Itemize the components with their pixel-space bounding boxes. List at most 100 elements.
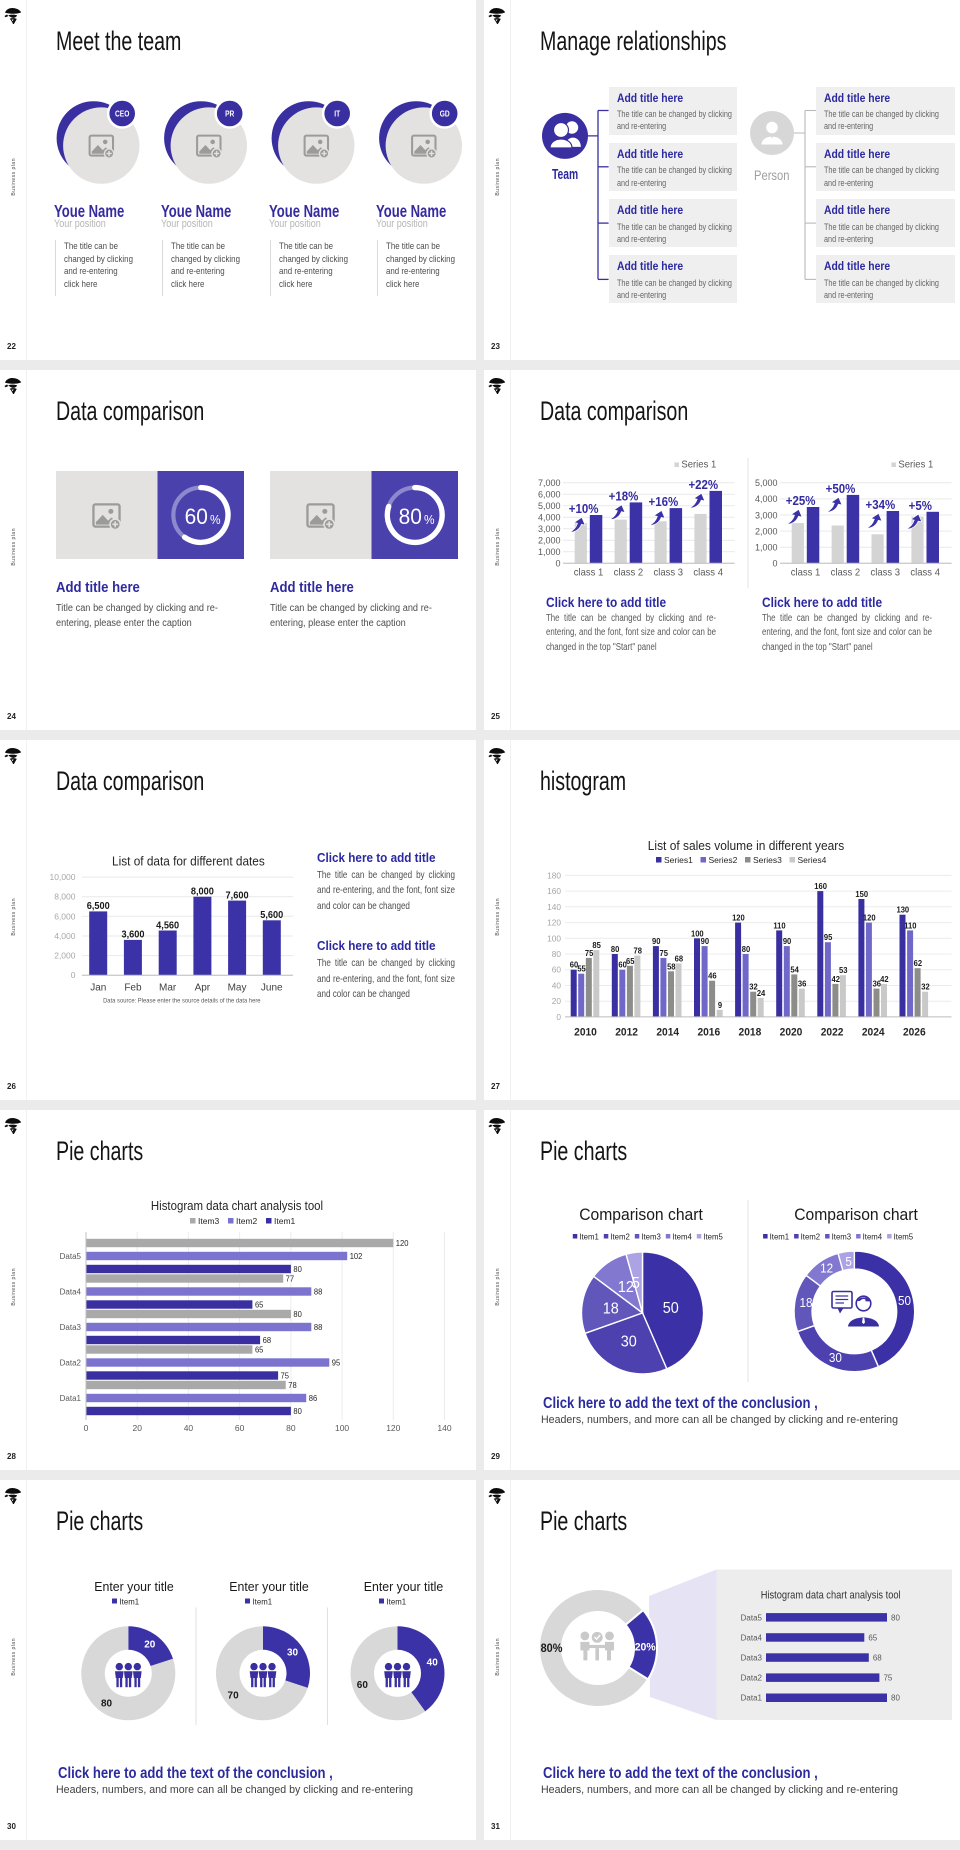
svg-text:class 2: class 2 xyxy=(831,567,861,578)
svg-text:85: 85 xyxy=(592,941,601,950)
svg-text:+18%: +18% xyxy=(609,489,639,504)
svg-text:140: 140 xyxy=(437,1423,451,1433)
svg-text:80: 80 xyxy=(286,1423,296,1433)
svg-text:Enter your title: Enter your title xyxy=(94,1580,173,1594)
svg-text:2014: 2014 xyxy=(656,1026,679,1038)
svg-text:Item3: Item3 xyxy=(832,1232,852,1241)
svg-text:80: 80 xyxy=(293,1407,302,1416)
svg-text:110: 110 xyxy=(904,921,917,930)
svg-text:Histogram data chart analysis: Histogram data chart analysis tool xyxy=(761,1590,901,1602)
svg-text:2,000: 2,000 xyxy=(755,526,778,536)
svg-text:+50%: +50% xyxy=(826,481,856,496)
svg-text:65: 65 xyxy=(868,1633,877,1642)
svg-text:88: 88 xyxy=(314,1287,322,1296)
svg-text:36: 36 xyxy=(798,979,807,988)
svg-text:Item4: Item4 xyxy=(863,1232,883,1241)
svg-text:Item2: Item2 xyxy=(236,1216,258,1226)
svg-text:Item1: Item1 xyxy=(253,1597,273,1606)
svg-text:Data3: Data3 xyxy=(741,1654,763,1663)
svg-text:2020: 2020 xyxy=(780,1026,803,1038)
svg-text:Data source: Please enter the: Data source: Please enter the source det… xyxy=(103,997,261,1004)
svg-text:150: 150 xyxy=(855,890,868,899)
svg-text:Data2: Data2 xyxy=(60,1359,82,1368)
svg-text:120: 120 xyxy=(547,918,561,928)
svg-text:Item1: Item1 xyxy=(274,1216,296,1226)
svg-text:1,000: 1,000 xyxy=(755,542,778,552)
svg-text:78: 78 xyxy=(288,1381,296,1390)
svg-text:68: 68 xyxy=(263,1336,271,1345)
svg-text:List of data for different dat: List of data for different dates xyxy=(112,854,265,869)
svg-text:65: 65 xyxy=(255,1345,264,1354)
svg-text:18: 18 xyxy=(603,1300,619,1318)
svg-text:7,000: 7,000 xyxy=(538,478,561,488)
svg-text:Series 1: Series 1 xyxy=(898,459,933,470)
svg-text:CEO: CEO xyxy=(115,109,130,119)
svg-text:5: 5 xyxy=(632,1275,640,1293)
svg-text:+10%: +10% xyxy=(569,502,599,517)
svg-text:9: 9 xyxy=(718,1001,723,1010)
svg-text:42: 42 xyxy=(880,975,889,984)
svg-text:95: 95 xyxy=(332,1358,341,1367)
svg-text:60: 60 xyxy=(618,961,627,970)
svg-text:2022: 2022 xyxy=(821,1026,844,1038)
svg-text:0: 0 xyxy=(84,1423,89,1433)
svg-text:120: 120 xyxy=(386,1423,400,1433)
svg-text:Data4: Data4 xyxy=(741,1633,763,1642)
svg-text:40: 40 xyxy=(184,1423,194,1433)
svg-text:55: 55 xyxy=(577,964,586,973)
svg-text:4,560: 4,560 xyxy=(156,920,179,931)
svg-text:+34%: +34% xyxy=(866,498,896,513)
svg-text:+22%: +22% xyxy=(688,477,718,492)
svg-text:3,000: 3,000 xyxy=(755,510,778,520)
svg-text:Enter your title: Enter your title xyxy=(229,1580,308,1594)
svg-text:Data5: Data5 xyxy=(741,1613,763,1622)
svg-text:20%: 20% xyxy=(635,1641,656,1653)
svg-text:PR: PR xyxy=(225,109,235,119)
svg-text:100: 100 xyxy=(691,929,704,938)
svg-text:18: 18 xyxy=(799,1295,812,1310)
svg-text:62: 62 xyxy=(914,959,923,968)
svg-text:10,000: 10,000 xyxy=(50,872,76,882)
svg-text:2010: 2010 xyxy=(574,1026,597,1038)
svg-text:102: 102 xyxy=(350,1252,363,1261)
svg-text:60: 60 xyxy=(570,961,579,970)
svg-text:80: 80 xyxy=(891,1694,900,1703)
svg-text:Series1: Series1 xyxy=(664,855,693,865)
svg-text:2,000: 2,000 xyxy=(538,535,561,545)
svg-text:60: 60 xyxy=(357,1680,368,1691)
svg-text:6,000: 6,000 xyxy=(538,489,561,499)
svg-text:80: 80 xyxy=(552,949,562,959)
svg-text:180: 180 xyxy=(547,870,561,880)
svg-text:Data1: Data1 xyxy=(741,1694,763,1703)
svg-text:90: 90 xyxy=(701,937,710,946)
svg-text:80: 80 xyxy=(101,1699,112,1710)
svg-text:class 1: class 1 xyxy=(574,567,604,578)
svg-text:Item4: Item4 xyxy=(672,1232,692,1241)
svg-text:0: 0 xyxy=(556,1012,561,1022)
svg-text:2018: 2018 xyxy=(739,1026,762,1038)
svg-text:class 3: class 3 xyxy=(654,567,684,578)
svg-text:class 3: class 3 xyxy=(871,567,901,578)
svg-text:Jan: Jan xyxy=(90,983,106,994)
svg-text:30: 30 xyxy=(621,1333,637,1351)
svg-text:+16%: +16% xyxy=(649,495,679,510)
svg-text:50: 50 xyxy=(663,1300,679,1318)
svg-text:0: 0 xyxy=(555,558,560,568)
svg-text:130: 130 xyxy=(896,906,909,915)
svg-text:40: 40 xyxy=(427,1657,438,1668)
svg-text:58: 58 xyxy=(667,962,676,971)
svg-text:4,000: 4,000 xyxy=(538,512,561,522)
svg-text:80: 80 xyxy=(891,1613,900,1622)
svg-text:Item2: Item2 xyxy=(610,1232,630,1241)
svg-text:12: 12 xyxy=(820,1261,833,1276)
svg-text:60: 60 xyxy=(235,1423,245,1433)
svg-text:8,000: 8,000 xyxy=(54,892,76,902)
svg-text:class 2: class 2 xyxy=(614,567,644,578)
svg-text:Item1: Item1 xyxy=(120,1597,140,1606)
svg-text:88: 88 xyxy=(314,1323,322,1332)
svg-text:Item1: Item1 xyxy=(770,1232,790,1241)
svg-text:24: 24 xyxy=(757,989,766,998)
svg-text:12: 12 xyxy=(618,1278,634,1296)
svg-text:86: 86 xyxy=(309,1394,317,1403)
svg-text:65: 65 xyxy=(255,1300,264,1309)
